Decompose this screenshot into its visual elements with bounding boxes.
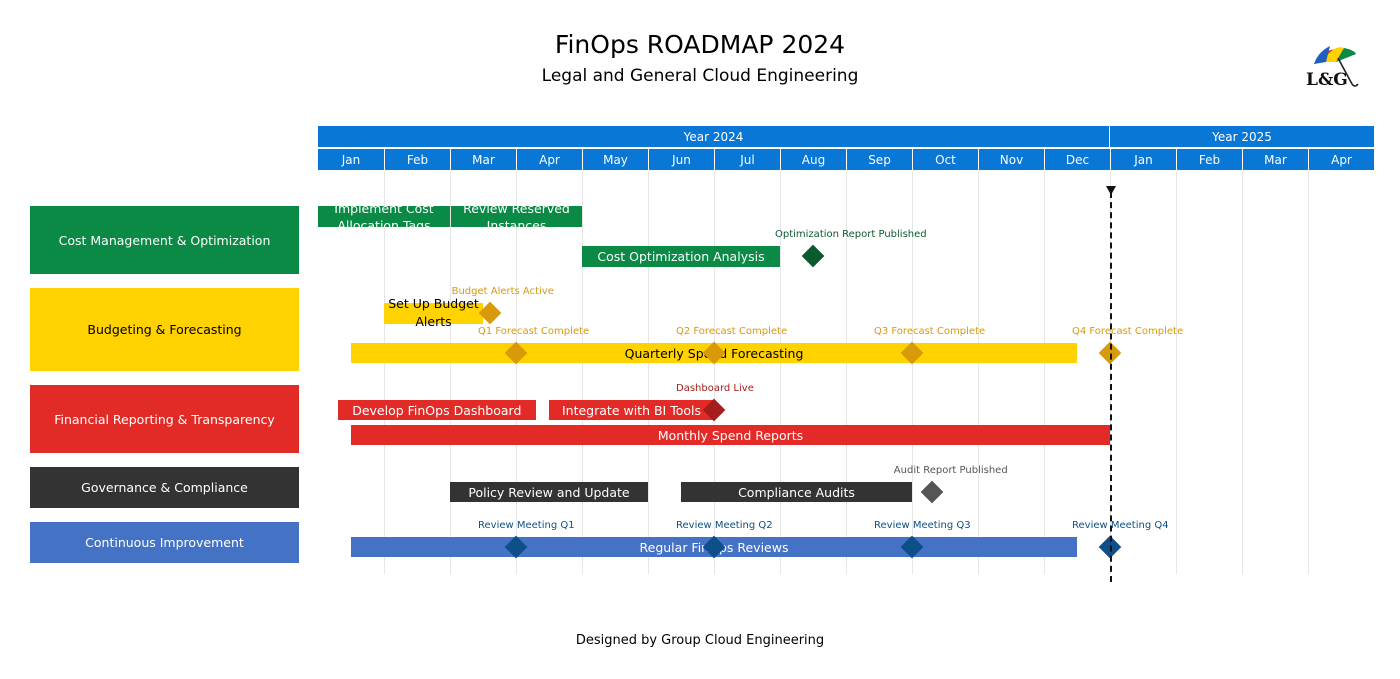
milestone-label: Review Meeting Q3 <box>874 520 971 531</box>
month-header: Oct <box>913 149 978 170</box>
company-logo: L&G <box>1300 40 1366 94</box>
task-label: Monthly Spend Reports <box>657 427 804 443</box>
page-subtitle: Legal and General Cloud Engineering <box>541 66 859 86</box>
logo-text: L&G <box>1306 70 1348 90</box>
month-header: Feb <box>1177 149 1242 170</box>
category-budget: Budgeting & Forecasting <box>30 288 299 371</box>
grid-line <box>1242 172 1243 574</box>
task-label: Implement Cost Allocation Tags <box>334 206 434 227</box>
grid-line <box>978 172 979 574</box>
month-header: Mar <box>1243 149 1308 170</box>
month-header: Jan <box>318 149 384 170</box>
task-label: Review Reserved Instances <box>463 206 570 227</box>
grid-line <box>714 172 715 574</box>
task-bar[interactable]: Integrate with BI Tools <box>549 400 714 420</box>
year-header: Year 2024 <box>318 126 1109 147</box>
today-marker-arrow <box>1106 186 1116 195</box>
task-bar[interactable]: Set Up Budget Alerts <box>384 296 483 329</box>
milestone-label: Q1 Forecast Complete <box>478 326 590 337</box>
month-header: Dec <box>1045 149 1110 170</box>
month-header: Apr <box>517 149 582 170</box>
milestone-label: Budget Alerts Active <box>451 286 554 297</box>
category-cost: Cost Management & Optimization <box>30 206 299 274</box>
task-bar[interactable]: Develop FinOps Dashboard <box>337 400 536 420</box>
task-bar[interactable]: Compliance Audits <box>681 482 912 502</box>
milestone-label: Review Meeting Q2 <box>676 520 773 531</box>
grid-line <box>450 172 451 574</box>
grid-line <box>780 172 781 574</box>
task-label: Develop FinOps Dashboard <box>352 402 522 418</box>
month-header: Mar <box>451 149 516 170</box>
umbrella-icon <box>1314 46 1359 87</box>
grid-line <box>384 172 385 574</box>
category-reporting: Financial Reporting & Transparency <box>30 385 299 453</box>
milestone-label: Q2 Forecast Complete <box>676 326 788 337</box>
month-header: Jul <box>715 149 780 170</box>
task-bar[interactable]: Monthly Spend Reports <box>351 425 1110 445</box>
grid-line <box>846 172 847 574</box>
milestone-label: Q4 Forecast Complete <box>1072 326 1184 337</box>
today-marker-line <box>1110 192 1112 582</box>
month-header: Jan <box>1111 149 1176 170</box>
month-header: Feb <box>385 149 450 170</box>
milestone-diamond[interactable] <box>920 480 944 504</box>
month-header: Aug <box>781 149 846 170</box>
grid-line <box>516 172 517 574</box>
month-header: Jun <box>649 149 714 170</box>
grid-line <box>1176 172 1177 574</box>
page-title: FinOps ROADMAP 2024 <box>554 30 846 59</box>
footer-credit: Designed by Group Cloud Engineering <box>575 633 825 648</box>
milestone-label: Q3 Forecast Complete <box>874 326 986 337</box>
grid-line <box>1308 172 1309 574</box>
milestone-diamond[interactable] <box>801 244 825 268</box>
month-header: May <box>583 149 648 170</box>
milestone-label: Review Meeting Q1 <box>478 520 575 531</box>
task-bar[interactable]: Cost Optimization Analysis <box>582 246 780 267</box>
milestone-label: Optimization Report Published <box>775 229 927 240</box>
task-bar[interactable]: Review Reserved Instances <box>451 206 582 227</box>
milestone-label: Review Meeting Q4 <box>1072 520 1169 531</box>
year-header: Year 2025 <box>1110 126 1374 147</box>
category-governance: Governance & Compliance <box>30 467 299 508</box>
month-header: Nov <box>979 149 1044 170</box>
month-header: Sep <box>847 149 912 170</box>
task-label: Policy Review and Update <box>468 484 630 500</box>
task-label: Integrate with BI Tools <box>561 402 702 418</box>
month-header: Apr <box>1309 149 1374 170</box>
task-label: Set Up Budget Alerts <box>388 296 479 329</box>
task-label: Cost Optimization Analysis <box>597 249 765 264</box>
task-bar[interactable]: Implement Cost Allocation Tags <box>318 206 450 227</box>
grid-line <box>1044 172 1045 574</box>
grid-line <box>582 172 583 574</box>
milestone-label: Dashboard Live <box>676 383 754 394</box>
grid-line <box>648 172 649 574</box>
category-improvement: Continuous Improvement <box>30 522 299 563</box>
milestone-label: Audit Report Published <box>893 465 1008 476</box>
task-bar[interactable]: Policy Review and Update <box>450 482 648 502</box>
task-label: Compliance Audits <box>738 484 855 500</box>
grid-line <box>912 172 913 574</box>
